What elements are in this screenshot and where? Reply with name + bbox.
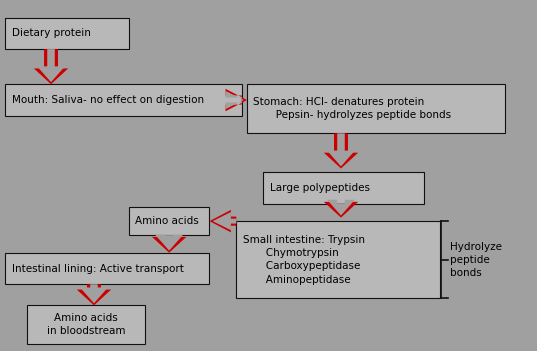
Text: Small intestine: Trypsin
       Chymotrypsin
       Carboxypeptidase
       Amin: Small intestine: Trypsin Chymotrypsin Ca… [243, 235, 365, 285]
Text: Hydrolyze
peptide
bonds: Hydrolyze peptide bonds [450, 241, 502, 278]
FancyBboxPatch shape [5, 253, 209, 284]
Polygon shape [226, 89, 247, 111]
Text: Stomach: HCl- denatures protein
       Pepsin- hydrolyzes peptide bonds: Stomach: HCl- denatures protein Pepsin- … [253, 97, 452, 120]
Polygon shape [324, 133, 358, 168]
Text: Amino acids
in bloodstream: Amino acids in bloodstream [47, 313, 125, 336]
Polygon shape [155, 235, 183, 251]
FancyBboxPatch shape [27, 305, 145, 344]
Polygon shape [80, 284, 108, 303]
Text: Intestinal lining: Active transport: Intestinal lining: Active transport [12, 264, 184, 273]
FancyBboxPatch shape [5, 84, 242, 116]
Polygon shape [327, 133, 355, 166]
Polygon shape [324, 202, 358, 218]
Polygon shape [34, 49, 68, 84]
Text: Large polypeptides: Large polypeptides [270, 183, 369, 193]
Polygon shape [37, 49, 65, 82]
FancyBboxPatch shape [5, 18, 129, 49]
FancyBboxPatch shape [247, 84, 505, 133]
FancyBboxPatch shape [263, 172, 424, 204]
Polygon shape [213, 212, 236, 230]
Polygon shape [226, 91, 244, 109]
Text: Dietary protein: Dietary protein [12, 28, 91, 38]
Polygon shape [152, 235, 186, 253]
Polygon shape [209, 210, 236, 232]
Text: Mouth: Saliva- no effect on digestion: Mouth: Saliva- no effect on digestion [12, 95, 204, 105]
FancyBboxPatch shape [236, 221, 440, 298]
Polygon shape [327, 200, 355, 216]
Polygon shape [77, 284, 111, 305]
Text: Amino acids: Amino acids [135, 216, 199, 226]
FancyBboxPatch shape [129, 207, 209, 235]
